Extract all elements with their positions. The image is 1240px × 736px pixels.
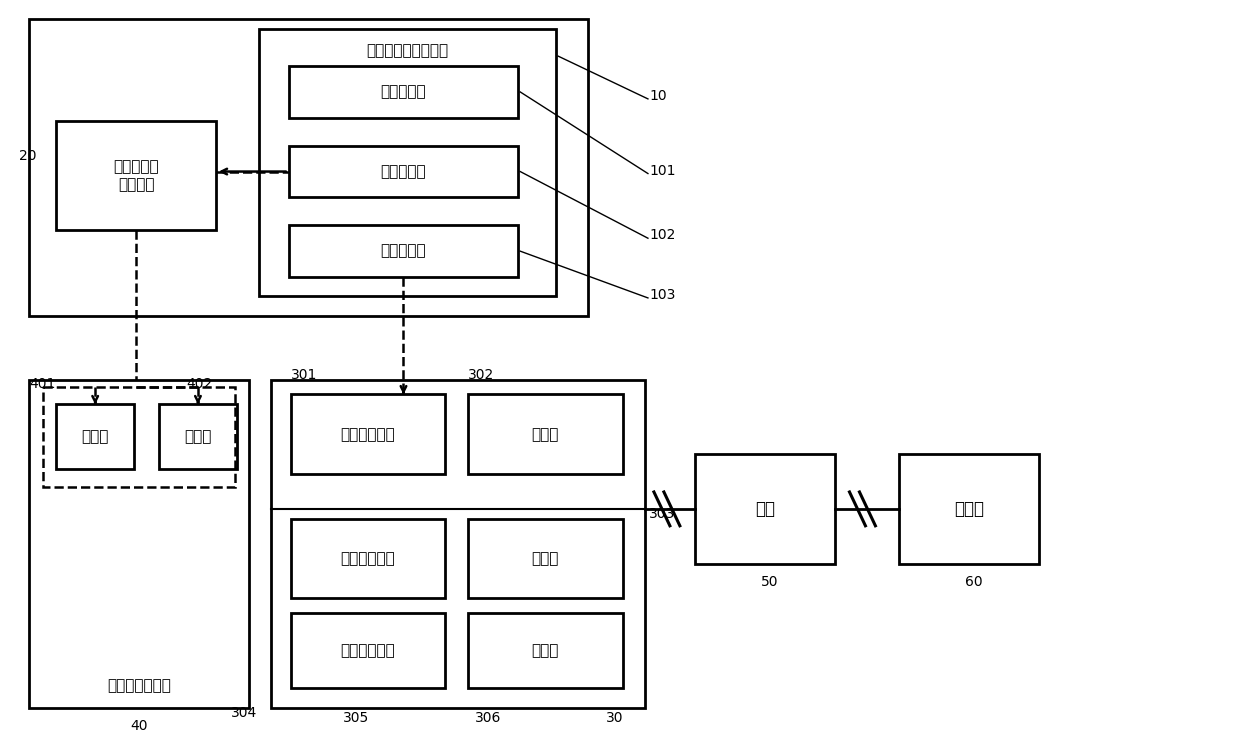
Text: 汽轮机功率控制系统: 汽轮机功率控制系统 bbox=[366, 43, 449, 59]
Bar bbox=[289, 66, 518, 118]
Text: 温度棒: 温度棒 bbox=[185, 429, 212, 444]
Bar bbox=[469, 613, 622, 688]
Text: 10: 10 bbox=[650, 89, 667, 103]
Text: 中压缸: 中压缸 bbox=[532, 551, 559, 566]
Text: 50: 50 bbox=[761, 575, 779, 589]
Bar bbox=[289, 225, 518, 277]
Text: 低压给水系统: 低压给水系统 bbox=[340, 643, 396, 658]
Bar bbox=[469, 394, 622, 474]
Bar bbox=[159, 404, 237, 469]
Text: 60: 60 bbox=[966, 575, 983, 589]
Text: 402: 402 bbox=[186, 378, 212, 392]
Text: 功率棒: 功率棒 bbox=[82, 429, 109, 444]
Bar bbox=[56, 404, 134, 469]
Text: 401: 401 bbox=[30, 378, 56, 392]
Bar bbox=[259, 29, 557, 296]
Bar bbox=[290, 613, 445, 688]
Text: 20: 20 bbox=[20, 149, 37, 163]
Text: 压力控制器: 压力控制器 bbox=[381, 164, 427, 179]
Bar bbox=[290, 519, 445, 598]
Text: 103: 103 bbox=[650, 288, 676, 302]
Text: 用户端: 用户端 bbox=[955, 500, 985, 518]
Bar bbox=[899, 454, 1039, 564]
Text: 反应堆功率
控制系统: 反应堆功率 控制系统 bbox=[113, 159, 159, 192]
Bar bbox=[43, 387, 234, 487]
Text: 30: 30 bbox=[606, 711, 624, 725]
Text: 高压给水系统: 高压给水系统 bbox=[340, 551, 396, 566]
Bar bbox=[289, 146, 518, 197]
Text: 高压缸调节阀: 高压缸调节阀 bbox=[340, 427, 396, 442]
Bar bbox=[30, 380, 249, 708]
Text: 304: 304 bbox=[231, 706, 257, 720]
Text: 高压缸: 高压缸 bbox=[532, 427, 559, 442]
Bar bbox=[30, 19, 588, 316]
Text: 101: 101 bbox=[650, 163, 677, 177]
Text: 102: 102 bbox=[650, 228, 676, 242]
Text: 反应堆功能单元: 反应堆功能单元 bbox=[107, 679, 171, 693]
Text: 40: 40 bbox=[130, 719, 148, 733]
Bar bbox=[290, 394, 445, 474]
Text: 303: 303 bbox=[649, 507, 676, 521]
Text: 电网: 电网 bbox=[755, 500, 775, 518]
Bar bbox=[270, 380, 645, 708]
Text: 305: 305 bbox=[342, 711, 368, 725]
Bar bbox=[694, 454, 835, 564]
Text: 汽轮机: 汽轮机 bbox=[532, 643, 559, 658]
Bar bbox=[56, 121, 216, 230]
Text: 306: 306 bbox=[475, 711, 501, 725]
Text: 功率控制器: 功率控制器 bbox=[381, 85, 427, 99]
Bar bbox=[469, 519, 622, 598]
Text: 302: 302 bbox=[469, 367, 495, 381]
Text: 301: 301 bbox=[290, 367, 317, 381]
Text: 转速控制器: 转速控制器 bbox=[381, 244, 427, 258]
